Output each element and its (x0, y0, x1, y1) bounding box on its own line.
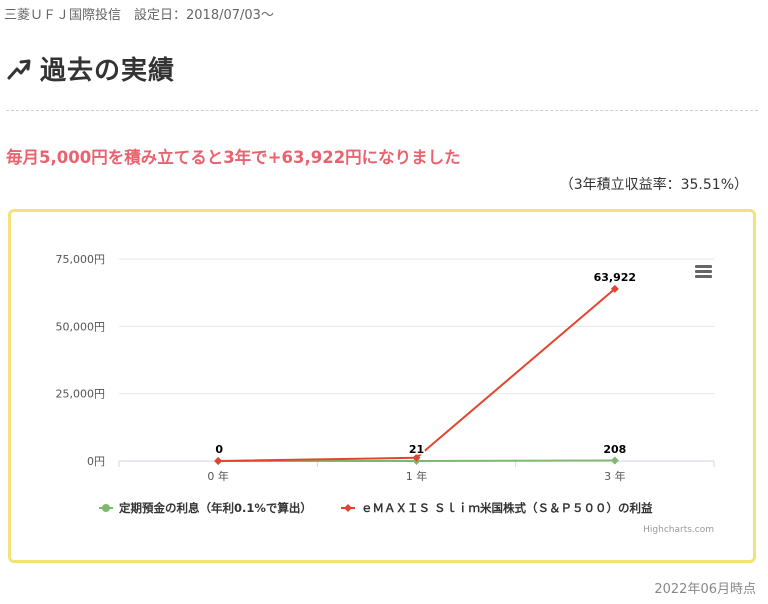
legend-marker (102, 504, 110, 512)
x-tick-label: 0 年 (207, 469, 229, 483)
data-label: 63,922 (594, 271, 636, 284)
data-point-marker (214, 457, 223, 465)
line-chart: 0円 25,000円 50,000円 75,000円 0 年 1 年 3 年 0 21 208 63… (56, 253, 715, 535)
data-label: 21 (409, 443, 424, 456)
fund-info: 三菱ＵＦＪ国際投信 設定日：2018/07/03〜 (4, 8, 274, 23)
data-label: 0 (215, 443, 223, 456)
data-point-marker (610, 284, 619, 293)
data-point-marker (610, 456, 619, 465)
data-point-marker (412, 453, 421, 462)
chart-container: 0円 25,000円 50,000円 75,000円 0 年 1 年 3 年 0 21 208 63… (8, 209, 756, 563)
trend-up-arrow-icon (7, 59, 31, 79)
x-tick-label: 1 年 (406, 469, 428, 483)
legend-item-1[interactable]: ｅＭＡＸＩＳ Ｓｌｉｍ米国株式（Ｓ＆Ｐ５００）の利益 (341, 501, 653, 515)
section-heading: 過去の実績 (6, 50, 175, 87)
legend-label: ｅＭＡＸＩＳ Ｓｌｉｍ米国株式（Ｓ＆Ｐ５００）の利益 (361, 501, 653, 515)
chart-credit: Highcharts.com (643, 525, 714, 535)
page-title: 過去の実績 (40, 56, 176, 86)
as-of-date: 2022年06月時点 (654, 582, 756, 597)
x-tick-label: 3 年 (604, 469, 626, 483)
hamburger-menu-icon[interactable] (695, 265, 712, 278)
legend-label: 定期預金の利息（年利0.1%で算出） (119, 501, 312, 515)
y-tick-label: 50,000円 (56, 320, 106, 333)
divider (6, 110, 758, 111)
y-tick-label: 75,000円 (56, 253, 106, 266)
y-tick-label: 0円 (87, 455, 105, 468)
y-tick-label: 25,000円 (56, 388, 106, 401)
return-rate: （3年積立収益率：35.51%） (559, 177, 748, 193)
result-headline: 毎月5,000円を積み立てると3年で+63,922円になりました (6, 148, 461, 167)
data-label: 208 (603, 443, 626, 456)
legend-marker (344, 504, 352, 512)
series-line-1 (218, 288, 616, 462)
legend-item-0[interactable]: 定期預金の利息（年利0.1%で算出） (99, 501, 312, 515)
